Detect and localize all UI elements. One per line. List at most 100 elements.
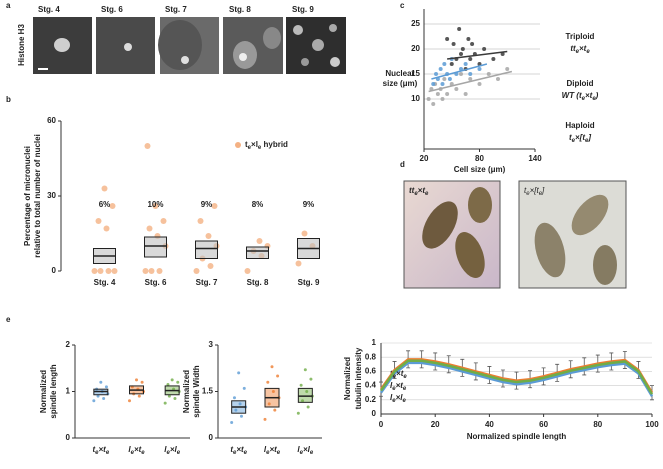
data-point <box>140 380 144 384</box>
data-point <box>445 37 450 41</box>
data-point <box>234 408 238 412</box>
trend-line <box>447 50 508 60</box>
legend-label-part: t <box>245 140 248 149</box>
legend-formula-part: e <box>586 49 590 55</box>
x-tick-label-part: ×l <box>170 445 178 454</box>
x-tick-label-part: e <box>95 450 99 456</box>
legend-label-part: e <box>402 398 406 404</box>
x-tick-label-part: e <box>106 450 110 456</box>
image <box>54 38 70 52</box>
data-point <box>99 380 103 384</box>
data-point <box>135 378 138 382</box>
y-tick-label: 0.4 <box>365 381 377 390</box>
data-point <box>207 263 214 269</box>
data-point <box>303 368 307 372</box>
photo-label-part: e <box>414 191 418 197</box>
x-tick-label: 0 <box>379 420 384 429</box>
photo-label-part: e <box>526 191 530 197</box>
legend-label-part: ×l <box>251 140 258 149</box>
data-point <box>442 77 447 81</box>
y-tick-label: 2 <box>66 340 71 349</box>
x-tick-label-part: e <box>277 450 281 456</box>
y-tick-label: 60 <box>47 116 56 125</box>
photo <box>468 187 492 223</box>
data-point <box>103 225 110 232</box>
legend-formula-part: ×[t <box>575 133 585 142</box>
data-point <box>205 233 212 239</box>
photo-label: te×[te] <box>524 186 545 196</box>
photo <box>422 201 458 249</box>
y-axis-label: spindle length <box>49 364 58 418</box>
x-tick-label: te×te <box>230 445 247 455</box>
legend-label: le×le <box>390 393 406 403</box>
legend-label-part: e <box>392 398 396 404</box>
data-point <box>193 268 200 274</box>
y-axis-label: tubulin intensity <box>354 347 363 409</box>
photo-label-part: t <box>524 186 527 195</box>
legend-formula-part: e <box>582 96 586 102</box>
data-point <box>466 37 471 41</box>
image <box>312 39 324 51</box>
data-point <box>438 67 443 71</box>
panel-letter: e <box>6 315 11 324</box>
data-point <box>101 185 108 192</box>
data-point <box>267 402 271 406</box>
legend-label-part: e <box>403 386 407 392</box>
x-tick-label-part: l <box>164 445 167 454</box>
photo <box>534 222 566 278</box>
data-point <box>144 143 151 149</box>
data-point <box>477 67 482 71</box>
data-point <box>477 82 482 86</box>
data-label: 10% <box>147 200 163 209</box>
data-point <box>431 82 436 86</box>
legend-formula-part: ] <box>587 133 591 142</box>
trend-line <box>428 70 513 93</box>
data-point <box>238 402 242 406</box>
panel-letter: d <box>400 160 405 169</box>
photo <box>455 232 485 278</box>
data-point <box>301 230 308 237</box>
data-point <box>426 97 431 101</box>
data-point <box>92 399 96 403</box>
data-point <box>500 52 505 56</box>
data-point <box>242 386 246 390</box>
x-tick-label: le×te <box>264 445 281 455</box>
y-axis-label: relative to total number of nuclei <box>33 134 42 258</box>
box <box>144 236 167 258</box>
trend-line <box>431 63 488 80</box>
data-point <box>96 394 100 398</box>
data-point <box>435 92 440 96</box>
legend-label-part: e <box>403 374 407 380</box>
data-point <box>442 62 447 66</box>
legend-formula-part: tt <box>570 44 576 53</box>
legend-formula-part: t <box>569 133 572 142</box>
x-tick-label: Stg. 6 <box>145 278 167 287</box>
legend-label: Haploid <box>565 121 594 130</box>
data-point <box>170 378 174 382</box>
legend-formula-part: ×t <box>579 44 587 53</box>
y-axis-label: size (μm) <box>383 79 418 88</box>
photo <box>571 194 609 236</box>
data-point <box>463 62 468 66</box>
legend-label-part: ×t <box>396 369 404 378</box>
data-point <box>459 72 463 76</box>
x-tick-label: Stg. 9 <box>298 278 320 287</box>
data-point <box>104 385 108 389</box>
y-tick-label: 25 <box>411 19 420 28</box>
data-point <box>447 77 452 81</box>
stage-label: Stg. 6 <box>101 5 123 14</box>
x-tick-label: 20 <box>420 154 429 163</box>
x-tick-label: Stg. 4 <box>94 278 116 287</box>
data-point <box>244 268 251 274</box>
y-tick-label: 3 <box>209 340 214 349</box>
y-tick-label: 1.5 <box>202 387 214 396</box>
data-point <box>176 380 180 384</box>
x-tick-label: le×le <box>297 445 313 455</box>
data-point <box>91 268 98 274</box>
image <box>293 25 303 35</box>
y-tick-label: 20 <box>411 44 420 53</box>
legend-label: te×le hybrid <box>245 140 288 150</box>
data-point <box>97 268 104 274</box>
x-tick-label: te×te <box>92 445 109 455</box>
